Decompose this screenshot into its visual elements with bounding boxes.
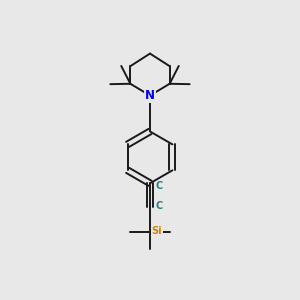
- Text: C: C: [155, 181, 163, 190]
- Text: C: C: [155, 201, 163, 211]
- Text: N: N: [145, 89, 155, 102]
- Text: Si: Si: [152, 226, 162, 236]
